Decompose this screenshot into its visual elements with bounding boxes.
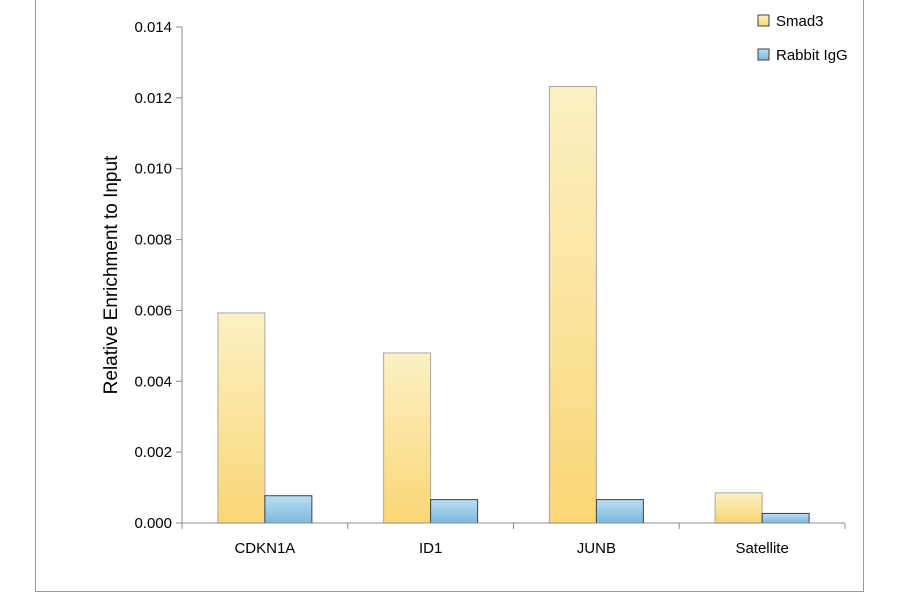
legend-swatch	[757, 14, 770, 27]
bar-smad3-cdkn1a	[217, 312, 266, 524]
y-tick-label: 0.002	[134, 444, 172, 461]
bar-rabbit-igg-id1	[430, 499, 479, 524]
bar-rabbit-igg-satellite	[761, 512, 810, 524]
y-tick-label: 0.006	[134, 302, 172, 319]
legend-label: Smad3	[776, 13, 824, 30]
y-tick-label: 0.000	[134, 515, 172, 532]
bar-rabbit-igg-cdkn1a	[264, 495, 313, 524]
bar-rabbit-igg-junb	[595, 499, 644, 524]
y-tick-label: 0.008	[134, 232, 172, 249]
bar-smad3-junb	[548, 86, 597, 524]
x-tick-label: CDKN1A	[234, 540, 295, 557]
x-tick-label: JUNB	[577, 540, 616, 557]
bars-group	[217, 86, 810, 524]
x-tick-label: ID1	[419, 540, 442, 557]
y-tick-label: 0.014	[134, 19, 172, 36]
legend: Smad3 Rabbit IgG	[757, 13, 848, 64]
y-axis: 0.000 0.002 0.004 0.006 0.008 0.010 0.012 0.014	[134, 19, 183, 532]
y-tick-label: 0.004	[134, 373, 172, 390]
bar-smad3-satellite	[714, 492, 763, 524]
x-axis: CDKN1A ID1 JUNB Satellite	[181, 522, 846, 557]
x-tick-label: Satellite	[735, 540, 788, 557]
legend-swatch	[757, 48, 770, 61]
y-tick-label: 0.012	[134, 90, 172, 107]
y-tick-label: 0.010	[134, 161, 172, 178]
legend-label: Rabbit IgG	[776, 47, 848, 64]
bar-smad3-id1	[383, 352, 432, 524]
y-axis-title: Relative Enrichment to Input	[101, 155, 122, 394]
